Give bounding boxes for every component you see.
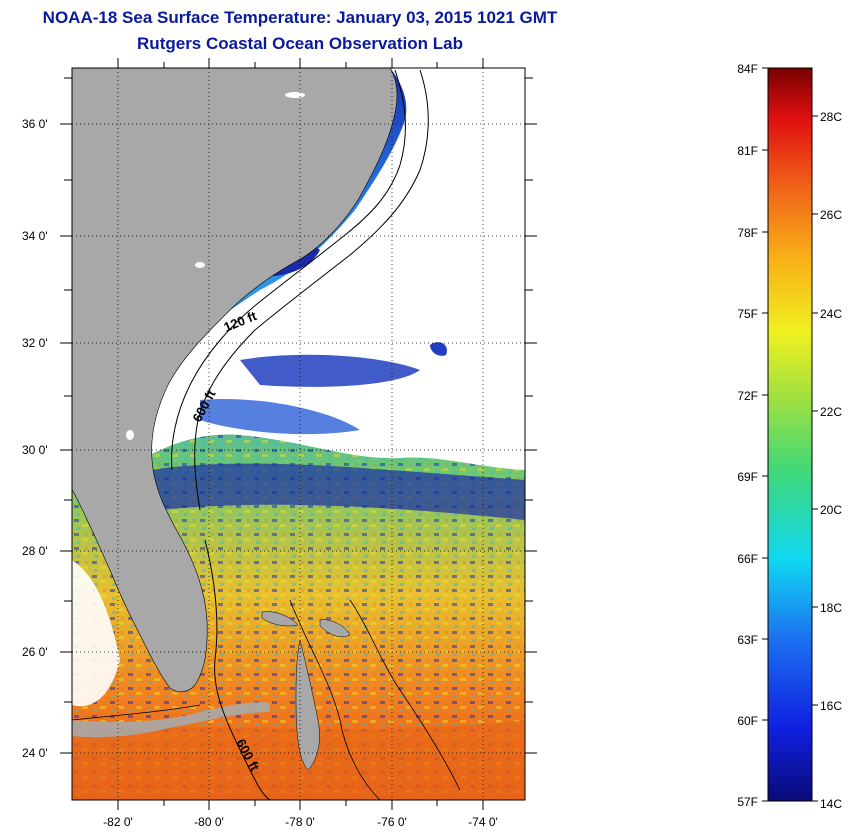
lon-label-76: -76 0'	[377, 815, 407, 829]
contour-gulf	[72, 704, 201, 721]
colorbar-label-24c: 24C	[820, 307, 842, 321]
lon-label-80: -80 0'	[194, 815, 224, 829]
lat-label-26: 26 0'	[22, 645, 48, 659]
lat-label-34: 34 0'	[22, 229, 48, 243]
lat-label-28: 28 0'	[22, 544, 48, 558]
colorbar-label-22c: 22C	[820, 405, 842, 419]
colorbar-label-66f: 66F	[737, 552, 758, 566]
map-area: 120 ft 600 ft 600 ft	[72, 68, 525, 800]
bahamas-island	[319, 619, 351, 638]
contour-600ft	[194, 69, 429, 511]
gulf-cloud	[72, 560, 120, 707]
colorbar-label-14c: 14C	[820, 797, 842, 811]
warm-band	[72, 720, 525, 800]
map-title: NOAA-18 Sea Surface Temperature: January…	[42, 8, 558, 27]
lat-label-32: 32 0'	[22, 336, 48, 350]
lat-label-30: 30 0'	[22, 443, 48, 457]
cuba-land	[72, 702, 270, 738]
colorbar-label-28c: 28C	[820, 110, 842, 124]
bahamas-andros	[295, 639, 320, 771]
lon-label-74: -74 0'	[468, 815, 498, 829]
colorbar-label-26c: 26C	[820, 208, 842, 222]
colorbar-label-16c: 16C	[820, 699, 842, 713]
lat-label-24: 24 0'	[22, 746, 48, 760]
colorbar-label-57f: 57F	[737, 795, 758, 809]
colorbar-gradient	[767, 67, 813, 802]
colorbar-label-20c: 20C	[820, 503, 842, 517]
cloud-gap-patch	[430, 342, 447, 356]
contour-bahamas	[349, 599, 461, 791]
colorbar-label-18c: 18C	[820, 601, 842, 615]
axis-ticks	[60, 58, 537, 810]
map-subtitle: Rutgers Coastal Ocean Observation Lab	[137, 34, 463, 53]
colorbar-label-84f: 84F	[737, 62, 758, 76]
lake	[285, 92, 305, 98]
colorbar-label-69f: 69F	[737, 470, 758, 484]
contour-bahamas	[289, 599, 381, 800]
contour-120ft	[171, 69, 406, 471]
bahamas-island	[261, 611, 299, 627]
colorbar-label-63f: 63F	[737, 633, 758, 647]
lake	[195, 262, 205, 268]
cloud-gap-patch	[240, 354, 420, 387]
lon-label-78: -78 0'	[285, 815, 315, 829]
map-frame	[71, 67, 526, 801]
cloud-gap-patch	[200, 399, 360, 435]
colorbar-label-60f: 60F	[737, 714, 758, 728]
colorbar-label-81f: 81F	[737, 144, 758, 158]
colorbar-label-78f: 78F	[737, 226, 758, 240]
cold-band	[150, 463, 525, 520]
contour-600ft-south	[204, 539, 271, 800]
colorbar-ticks	[762, 67, 818, 802]
colorbar: 84F 81F 78F 75F 72F 69F 66F 63F 60F 57F …	[737, 62, 842, 811]
colorbar-label-72f: 72F	[737, 389, 758, 403]
lat-label-36: 36 0'	[22, 117, 48, 131]
lake	[126, 430, 134, 440]
cloud-mask	[150, 68, 525, 470]
lon-label-82: -82 0'	[103, 815, 133, 829]
land-mass	[72, 68, 398, 693]
colorbar-label-75f: 75F	[737, 307, 758, 321]
